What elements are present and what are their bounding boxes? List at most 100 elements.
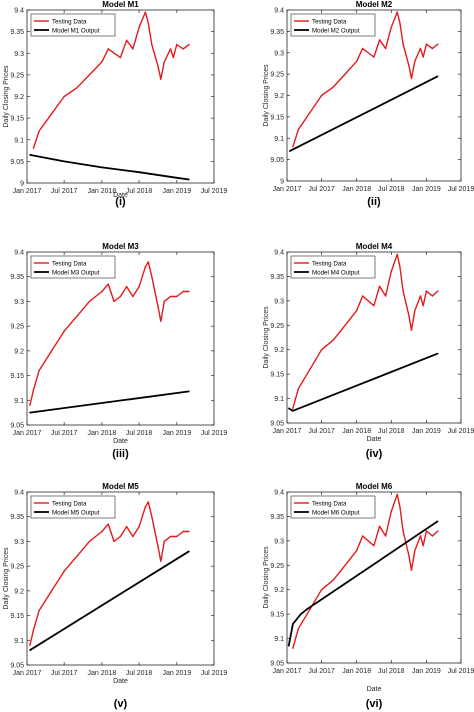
y-tick-label: 9.4 bbox=[274, 250, 284, 257]
y-tick-label: 9.25 bbox=[10, 324, 24, 331]
testing-data-point bbox=[32, 389, 35, 392]
testing-data-point bbox=[119, 295, 122, 298]
legend-entry: Testing Data bbox=[52, 260, 87, 267]
x-tick-label: Jul 2018 bbox=[378, 668, 405, 675]
testing-data-point bbox=[396, 11, 398, 13]
y-axis-label: Daily Closing Prices bbox=[3, 65, 10, 128]
legend-entry: Model M2 Output bbox=[312, 27, 360, 34]
legend-entry: Testing Data bbox=[52, 18, 87, 25]
model-output-line bbox=[29, 390, 190, 414]
testing-data-point bbox=[437, 290, 439, 292]
x-tick-label: Jul 2018 bbox=[126, 430, 153, 437]
y-axis-label: Daily Closing Prices bbox=[263, 306, 270, 369]
testing-data-point bbox=[76, 315, 78, 317]
x-tick-label: Jul 2018 bbox=[378, 186, 405, 193]
model-output-point bbox=[188, 550, 190, 552]
y-tick-label: 9.05 bbox=[10, 423, 24, 430]
testing-data-point bbox=[151, 276, 153, 278]
testing-data-point bbox=[107, 48, 110, 50]
testing-data-point bbox=[396, 493, 398, 496]
testing-data-point bbox=[402, 290, 404, 292]
x-tick-label: Jan 2018 bbox=[88, 670, 117, 677]
x-axis-label: Date bbox=[113, 438, 128, 445]
chart-title: Model M3 bbox=[102, 242, 139, 251]
y-tick-label: 9.3 bbox=[274, 298, 284, 305]
legend-box bbox=[30, 255, 116, 279]
testing-data-point bbox=[182, 290, 184, 293]
y-tick-label: 9.35 bbox=[10, 514, 24, 521]
y-tick-label: 9.15 bbox=[10, 373, 24, 380]
x-tick-label: Jan 2017 bbox=[13, 670, 42, 677]
y-tick-label: 9.4 bbox=[274, 490, 284, 497]
x-tick-label: Jul 2017 bbox=[308, 428, 335, 435]
testing-data-point bbox=[425, 530, 428, 532]
chart-panel-3: 9.05 9.1 9.15 9.2 9.25 9.3 9.35 9.4 Jan 2017 Jul … bbox=[10, 242, 227, 460]
testing-data-point bbox=[297, 628, 299, 630]
testing-data-point bbox=[147, 501, 149, 503]
testing-data-point bbox=[356, 60, 358, 62]
x-tick-label: Jul 2018 bbox=[378, 428, 405, 435]
testing-data-point bbox=[414, 309, 416, 312]
testing-data-point bbox=[361, 47, 364, 50]
chart-panel-5: 9.05 9.1 9.15 9.2 9.25 9.3 9.35 9.4 Jan 2017 Jul … bbox=[3, 482, 227, 710]
y-tick-label: 9.2 bbox=[14, 348, 24, 355]
model-output-point bbox=[288, 645, 290, 647]
panel-caption: (v) bbox=[114, 698, 128, 710]
panel-caption: (vi) bbox=[366, 698, 383, 710]
model-output-point bbox=[188, 390, 190, 393]
testing-data-point bbox=[144, 266, 147, 268]
testing-data-point bbox=[144, 11, 147, 13]
x-tick-label: Jan 2018 bbox=[342, 186, 371, 193]
plot-area bbox=[26, 9, 215, 184]
y-tick-label: 9.15 bbox=[10, 116, 24, 123]
testing-data-point bbox=[76, 87, 78, 89]
model-output-point bbox=[437, 352, 439, 355]
x-tick-label: Jul 2019 bbox=[201, 670, 228, 677]
testing-data-point bbox=[384, 47, 387, 50]
testing-data-point bbox=[332, 339, 335, 341]
x-tick-label: Jan 2017 bbox=[13, 430, 42, 437]
testing-data-point bbox=[113, 540, 115, 543]
plot-area bbox=[26, 251, 215, 426]
legend-entry: Testing Data bbox=[312, 18, 347, 25]
y-tick-label: 9.15 bbox=[270, 114, 284, 121]
testing-data-point bbox=[344, 324, 346, 326]
testing-data-point bbox=[408, 314, 410, 317]
x-tick-label: Jul 2017 bbox=[51, 188, 78, 195]
testing-data-point bbox=[157, 65, 159, 67]
testing-data-point bbox=[422, 56, 424, 58]
y-tick-label: 9.3 bbox=[274, 50, 284, 57]
chart-title: Model M5 bbox=[102, 482, 139, 491]
testing-data-point bbox=[361, 295, 364, 297]
model-output-point bbox=[289, 150, 291, 152]
testing-data-point bbox=[113, 300, 115, 303]
y-tick-label: 9.15 bbox=[10, 613, 24, 620]
testing-data-point bbox=[125, 39, 128, 41]
testing-data-point bbox=[373, 545, 375, 547]
testing-data-point bbox=[332, 86, 335, 88]
testing-data-point bbox=[402, 530, 404, 532]
testing-data-point bbox=[63, 95, 65, 98]
model-output-point bbox=[292, 410, 294, 412]
testing-data-point bbox=[292, 407, 294, 409]
y-tick-label: 9.15 bbox=[270, 372, 284, 379]
model-output-point bbox=[63, 160, 65, 163]
x-tick-label: Jan 2019 bbox=[412, 186, 441, 193]
model-output-point bbox=[101, 166, 103, 169]
testing-data-point bbox=[188, 290, 190, 293]
y-tick-label: 9.1 bbox=[14, 398, 24, 405]
testing-data-point bbox=[425, 290, 428, 292]
x-tick-label: Jan 2017 bbox=[273, 428, 302, 435]
model-output-line bbox=[289, 75, 439, 152]
testing-data-point bbox=[431, 47, 434, 50]
y-tick-label: 9.1 bbox=[14, 137, 24, 144]
testing-data-point bbox=[29, 404, 31, 406]
testing-data-point bbox=[309, 608, 311, 610]
y-tick-label: 9.2 bbox=[274, 587, 284, 594]
testing-data-point bbox=[373, 56, 375, 58]
x-tick-label: Jan 2019 bbox=[162, 670, 191, 677]
chart-title: Model M4 bbox=[356, 242, 393, 251]
testing-data-point bbox=[107, 523, 110, 525]
x-axis-label: Date bbox=[367, 436, 382, 443]
